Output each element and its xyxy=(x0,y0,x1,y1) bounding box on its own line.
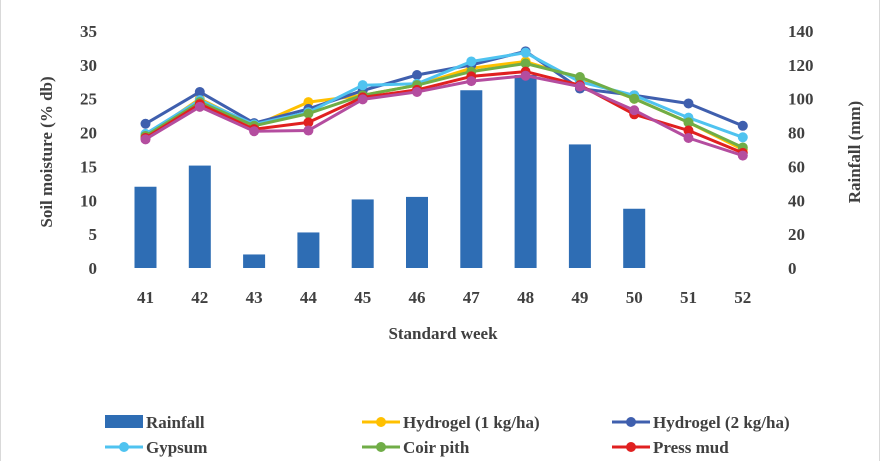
series-line xyxy=(144,74,744,158)
series-line xyxy=(144,70,744,155)
rainfall-bar xyxy=(514,75,537,268)
series-marker xyxy=(303,117,314,128)
legend-marker xyxy=(376,442,386,452)
legend-marker xyxy=(376,417,386,427)
series-marker xyxy=(574,81,585,92)
x-tick-label: 46 xyxy=(409,288,426,307)
series-marker xyxy=(466,76,477,87)
right-tick-label: 100 xyxy=(788,90,814,109)
left-tick-label: 20 xyxy=(80,124,97,143)
left-tick-label: 5 xyxy=(89,225,98,244)
right-tick-label: 140 xyxy=(788,22,814,41)
series-marker xyxy=(683,117,694,128)
x-tick-label: 45 xyxy=(354,288,371,307)
rainfall-bars xyxy=(134,75,646,268)
legend-label: Rainfall xyxy=(146,413,205,432)
series-marker xyxy=(737,132,748,143)
legend-label: Press mud xyxy=(653,438,729,457)
right-axis-ticks: 0 20 40 60 80 100 120 140 xyxy=(788,22,814,278)
x-axis-ticks: 41 42 43 44 45 46 47 48 49 50 51 52 xyxy=(137,288,751,307)
legend-label: Coir pith xyxy=(403,438,470,457)
rainfall-bar xyxy=(351,199,374,268)
x-tick-label: 44 xyxy=(300,288,318,307)
series-marker xyxy=(629,105,640,116)
series-marker xyxy=(683,132,694,143)
x-axis-title: Standard week xyxy=(388,324,498,343)
x-tick-label: 43 xyxy=(246,288,263,307)
rainfall-bar xyxy=(460,90,483,268)
legend-label: Gypsum xyxy=(146,438,207,457)
series-marker xyxy=(357,94,368,105)
rainfall-bar xyxy=(134,186,157,268)
series-marker xyxy=(140,134,151,145)
x-tick-label: 42 xyxy=(191,288,208,307)
series-marker xyxy=(520,47,531,58)
series-marker xyxy=(194,101,205,112)
legend-marker xyxy=(119,442,129,452)
series-marker xyxy=(412,70,422,81)
legend-label: Hydrogel (1 kg/ha) xyxy=(403,413,540,432)
rainfall-bar xyxy=(297,232,320,268)
rainfall-bar xyxy=(406,196,428,268)
series-marker xyxy=(412,86,422,97)
moisture-lines xyxy=(140,46,748,161)
right-tick-label: 80 xyxy=(788,124,805,143)
series-marker xyxy=(466,56,477,67)
x-tick-label: 47 xyxy=(463,288,481,307)
right-axis-title: Rainfall (mm) xyxy=(845,101,864,203)
rainfall-bar xyxy=(243,254,266,268)
left-tick-label: 15 xyxy=(80,157,97,176)
right-tick-label: 60 xyxy=(788,157,805,176)
left-tick-label: 30 xyxy=(80,56,97,75)
legend-marker xyxy=(626,417,636,427)
series-marker xyxy=(249,126,260,137)
legend-marker xyxy=(626,442,636,452)
x-tick-label: 50 xyxy=(626,288,643,307)
right-tick-label: 0 xyxy=(788,259,797,278)
rainfall-bar xyxy=(623,208,646,268)
series-marker xyxy=(683,125,694,136)
legend-bar-swatch xyxy=(105,415,143,428)
series-marker xyxy=(357,80,368,91)
series-marker xyxy=(303,125,314,136)
right-tick-label: 20 xyxy=(788,225,805,244)
rainfall-bar xyxy=(568,144,591,268)
series-marker xyxy=(737,150,748,161)
series-marker xyxy=(683,98,694,109)
legend-label: Hydrogel (2 kg/ha) xyxy=(653,413,790,432)
x-tick-label: 49 xyxy=(571,288,588,307)
rainfall-bar xyxy=(188,165,211,268)
left-tick-label: 25 xyxy=(80,90,97,109)
series-marker xyxy=(194,86,205,97)
x-tick-label: 48 xyxy=(517,288,534,307)
x-tick-label: 52 xyxy=(734,288,751,307)
series-marker xyxy=(140,118,151,129)
x-tick-label: 41 xyxy=(137,288,154,307)
series-line xyxy=(144,51,744,139)
series-marker xyxy=(737,120,748,131)
series-marker xyxy=(629,93,640,104)
left-tick-label: 0 xyxy=(89,259,98,278)
right-tick-label: 120 xyxy=(788,56,814,75)
left-axis-title: Soil moisture (% db) xyxy=(37,76,56,227)
series-line xyxy=(144,49,744,128)
left-tick-label: 35 xyxy=(80,22,97,41)
series-marker xyxy=(574,72,585,83)
series-line xyxy=(144,62,744,149)
left-axis-ticks: 0 5 10 15 20 25 30 35 xyxy=(80,22,97,278)
series-marker xyxy=(520,70,531,81)
right-tick-label: 40 xyxy=(788,191,805,210)
series-marker xyxy=(520,58,531,69)
left-tick-label: 10 xyxy=(80,191,97,210)
x-tick-label: 51 xyxy=(680,288,697,307)
legend: Rainfall Hydrogel (1 kg/ha) Hydrogel (2 kg… xyxy=(105,413,790,457)
series-marker xyxy=(303,108,314,119)
